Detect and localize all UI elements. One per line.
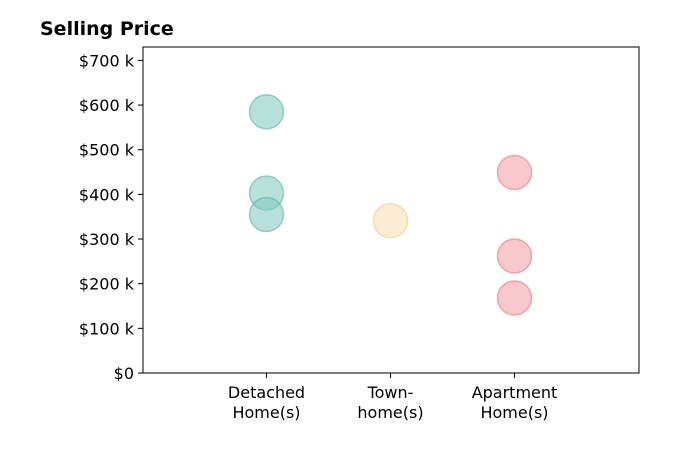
chart-title: Selling Price — [40, 18, 174, 40]
x-tick-label: Apartment Home(s) — [472, 383, 558, 422]
data-points — [248, 94, 533, 316]
y-tick-label: $500 k — [79, 141, 135, 160]
x-tick-label-line: Apartment — [472, 383, 558, 402]
data-point — [372, 202, 409, 239]
y-tick-label: $0 — [114, 364, 134, 383]
y-tick-label: $700 k — [79, 51, 135, 70]
data-point — [248, 196, 285, 233]
x-tick-label-line: Town- — [367, 383, 414, 402]
x-axis: Detached Home(s)Town-home(s)Apartment Home… — [228, 373, 557, 422]
x-tick-label-line: Detached — [228, 383, 305, 402]
y-tick-label: $400 k — [79, 185, 135, 204]
y-tick-label: $200 k — [79, 275, 135, 294]
plot-area-frame — [142, 46, 640, 374]
data-point — [496, 238, 533, 274]
y-tick-label: $600 k — [79, 96, 135, 115]
data-point — [496, 154, 533, 191]
data-point — [248, 94, 285, 130]
data-point — [496, 280, 533, 316]
x-tick-label: Detached Home(s) — [228, 383, 305, 422]
x-tick-label-line: Home(s) — [480, 403, 548, 422]
x-tick-label-line: Home(s) — [232, 403, 300, 422]
x-tick-label: Town-home(s) — [357, 383, 423, 422]
y-tick-label: $100 k — [79, 319, 135, 338]
x-tick-label-line: home(s) — [357, 403, 423, 422]
y-tick-label: $300 k — [79, 230, 135, 249]
y-axis: $0 $100 k $200 k $300 k $400 k $500 k $600 k $7… — [79, 51, 143, 383]
